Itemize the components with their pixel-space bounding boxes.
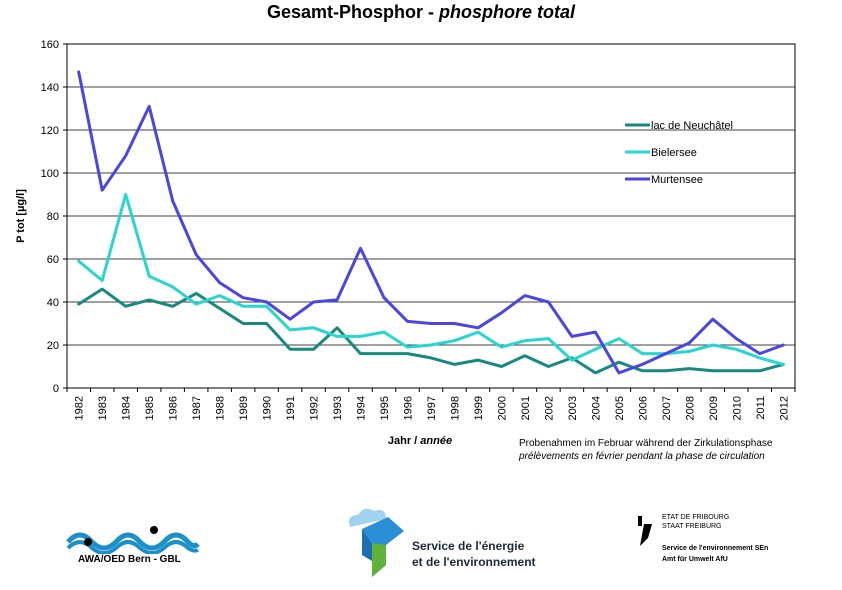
x-tick-label: 1992 [309,396,321,420]
x-tick-label: 1994 [356,396,368,420]
x-tick-label: 1997 [426,396,438,420]
x-tick-label: 1988 [215,396,227,420]
sampling-note-fr: prélèvements en février pendant la phase… [519,451,765,462]
x-tick-label: 1982 [74,396,86,420]
series-line-2 [77,70,785,375]
x-tick-label: 1993 [332,396,344,420]
x-tick-label: 1996 [403,396,415,420]
x-tick-label: 1983 [97,396,109,420]
legend-label: Bielersee [651,147,697,159]
x-tick-label: 2002 [543,396,555,420]
y-axis-ticks: 0 20 40 60 80 100 120 140 160 [41,39,67,395]
legend-label: Murtensee [651,174,703,186]
fribourg-line1: ETAT DE FRIBOURG [662,514,730,521]
x-tick-label: 1986 [168,396,180,420]
title-sub: phosphore total [439,2,576,22]
y-tick-label: 20 [47,340,59,352]
x-tick-label: 2007 [661,396,673,420]
y-axis-title: P tot [µg/l] [15,189,27,243]
series-line-1 [77,193,785,366]
sen-logo-line1: Service de l'énergie [412,539,525,553]
fribourg-comma-icon [638,516,652,546]
y-tick-label: 40 [47,297,59,309]
x-axis-title-fr: année [420,435,452,447]
x-tick-label: 2009 [708,396,720,420]
x-tick-label: 2010 [731,396,743,420]
series-lines [77,70,785,375]
plot-frame [66,43,796,389]
y-tick-label: 140 [41,82,59,94]
sen-logo: Service de l'énergie et de l'environneme… [340,505,540,580]
x-tick-label: 1995 [379,396,391,420]
y-tick-label: 120 [41,125,59,137]
gridlines [67,43,795,389]
y-tick-label: 0 [53,383,59,395]
energy-environment-icon [349,508,404,577]
y-tick-label: 100 [41,168,59,180]
title-main: Gesamt-Phosphor - [266,2,440,22]
awa-logo-text: AWA/OED Bern - GBL [78,554,181,565]
fribourg-line2: STAAT FREIBURG [662,523,722,530]
sampling-note: Probenahmen im Februar während der Zirku… [519,437,772,463]
fribourg-logo: ETAT DE FRIBOURG STAAT FREIBURG Service … [634,512,834,572]
x-tick-label: 2006 [637,396,649,420]
sen-logo-line2: et de l'environnement [412,555,536,569]
x-tick-label: 1989 [238,396,250,420]
x-axis-title-de: Jahr / [388,435,420,447]
series-line-0 [77,287,785,375]
sampling-note-de: Probenahmen im Februar während der Zirku… [519,438,773,449]
x-tick-label: 2004 [590,396,602,420]
y-tick-label: 60 [47,254,59,266]
x-tick-label: 2003 [567,396,579,420]
y-tick-label: 80 [47,211,59,223]
x-tick-label: 1998 [449,396,461,420]
x-axis-ticks: 1982 1983 1984 1985 1986 1987 1988 1989 1990 1991… [66,388,796,420]
x-tick-label: 1985 [144,396,156,420]
x-tick-label: 1987 [191,396,203,420]
x-tick-label: 1991 [285,396,297,420]
legend-label: lac de Neuchâtel [651,120,733,132]
x-tick-label: 1984 [121,396,133,420]
x-tick-label: 2012 [778,396,790,420]
fribourg-line3: Service de l'environnement SEn [662,545,769,552]
x-tick-label: 1990 [262,396,274,420]
fribourg-line4: Amt für Umwelt AfU [662,556,728,563]
x-tick-label: 2000 [496,396,508,420]
chart-title: Gesamt-Phosphor - phosphore total [0,2,842,23]
x-tick-label: 2005 [614,396,626,420]
x-tick-label: 2011 [755,396,767,420]
legend: lac de Neuchâtel Bielersee Murtensee [625,120,733,186]
x-axis-title: Jahr / année [388,435,452,447]
wave-icon [66,526,200,555]
x-tick-label: 2001 [520,396,532,420]
awa-logo: AWA/OED Bern - GBL [66,520,206,570]
y-tick-label: 160 [41,39,59,51]
x-tick-label: 2008 [684,396,696,420]
x-tick-label: 1999 [473,396,485,420]
